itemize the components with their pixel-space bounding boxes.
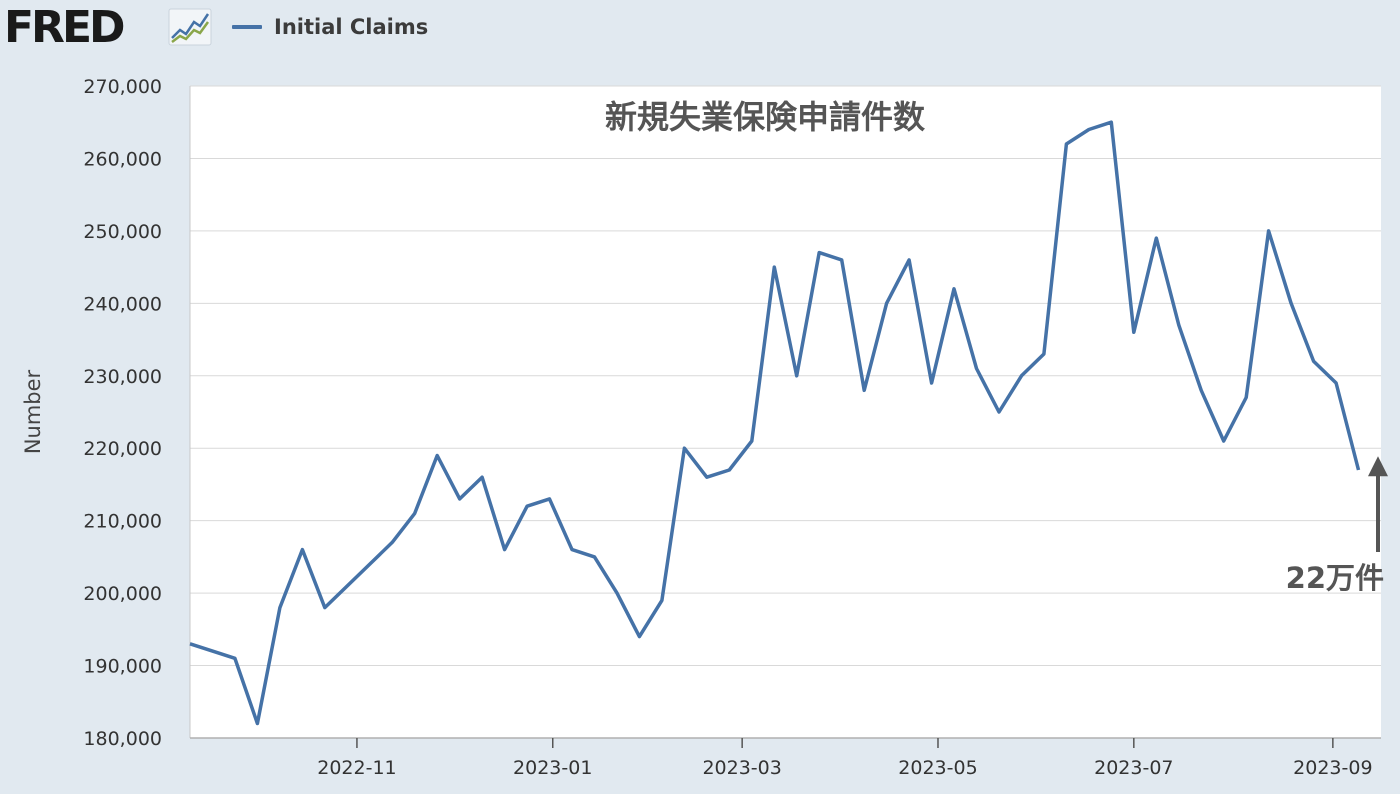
gridlines [190, 85, 1381, 667]
x-tick-label: 2022-11 [317, 757, 396, 779]
annotation-label: 22万件 [1286, 561, 1384, 595]
y-tick-label: 270,000 [83, 76, 162, 98]
chart-header: FRED Initial Claims [0, 0, 1400, 60]
y-tick-label: 220,000 [83, 438, 162, 460]
chart-legend[interactable]: Initial Claims [232, 12, 428, 42]
annotations: 22万件 [1286, 456, 1388, 595]
annotation-arrow-head [1368, 456, 1388, 477]
x-tick-label: 2023-09 [1293, 757, 1372, 779]
y-axis: 180,000 190,000 200,000 210,000 220,000 230,0… [83, 76, 191, 750]
y-tick-label: 230,000 [83, 366, 162, 388]
x-tick-label: 2023-03 [702, 757, 781, 779]
y-tick-label: 210,000 [83, 511, 162, 533]
x-tick-label: 2023-01 [513, 757, 592, 779]
y-tick-label: 260,000 [83, 148, 162, 170]
y-tick-label: 250,000 [83, 221, 162, 243]
y-axis-label: Number [21, 369, 45, 454]
plot-area [190, 86, 1381, 738]
chart-title: 新規失業保険申請件数 [605, 98, 926, 136]
fred-logo[interactable]: FRED [4, 2, 126, 53]
x-tick-label: 2023-07 [1094, 757, 1173, 779]
x-tick-label: 2023-05 [898, 757, 977, 779]
series-line-initial-claims [189, 120, 1361, 726]
y-tick-label: 180,000 [83, 728, 162, 750]
legend-swatch [232, 25, 262, 29]
legend-label: Initial Claims [274, 15, 429, 39]
trend-graph-icon [168, 8, 212, 46]
x-axis: 2022-11 2023-01 2023-03 2023-05 2023-07 2023-… [190, 737, 1381, 779]
y-tick-label: 240,000 [83, 293, 162, 315]
y-tick-label: 200,000 [83, 583, 162, 605]
y-tick-label: 190,000 [83, 656, 162, 678]
